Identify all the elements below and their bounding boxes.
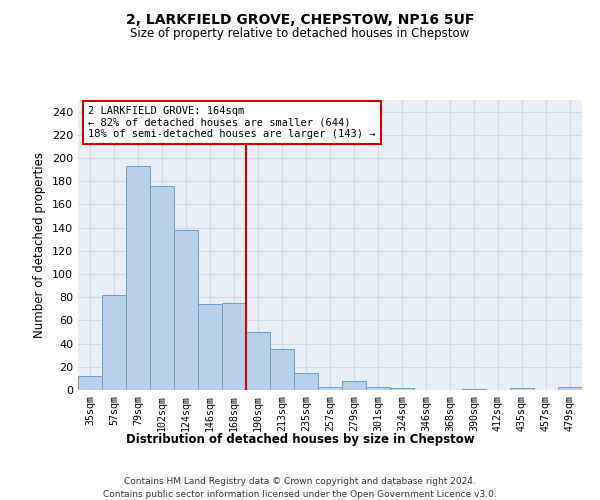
Bar bbox=[390, 388, 414, 390]
Y-axis label: Number of detached properties: Number of detached properties bbox=[34, 152, 46, 338]
Bar bbox=[174, 230, 198, 390]
Text: 2, LARKFIELD GROVE, CHEPSTOW, NP16 5UF: 2, LARKFIELD GROVE, CHEPSTOW, NP16 5UF bbox=[126, 12, 474, 26]
Text: Size of property relative to detached houses in Chepstow: Size of property relative to detached ho… bbox=[130, 28, 470, 40]
Text: Distribution of detached houses by size in Chepstow: Distribution of detached houses by size … bbox=[125, 432, 475, 446]
Bar bbox=[270, 350, 294, 390]
Bar bbox=[78, 376, 102, 390]
Bar bbox=[342, 380, 366, 390]
Bar bbox=[462, 389, 486, 390]
Bar bbox=[558, 386, 582, 390]
Bar bbox=[198, 304, 222, 390]
Bar bbox=[246, 332, 270, 390]
Text: 2 LARKFIELD GROVE: 164sqm
← 82% of detached houses are smaller (644)
18% of semi: 2 LARKFIELD GROVE: 164sqm ← 82% of detac… bbox=[88, 106, 376, 139]
Text: Contains HM Land Registry data © Crown copyright and database right 2024.: Contains HM Land Registry data © Crown c… bbox=[124, 478, 476, 486]
Bar bbox=[222, 303, 246, 390]
Bar bbox=[150, 186, 174, 390]
Text: Contains public sector information licensed under the Open Government Licence v3: Contains public sector information licen… bbox=[103, 490, 497, 499]
Bar bbox=[126, 166, 150, 390]
Bar bbox=[102, 295, 126, 390]
Bar bbox=[318, 386, 342, 390]
Bar bbox=[294, 372, 318, 390]
Bar bbox=[366, 386, 390, 390]
Bar bbox=[510, 388, 534, 390]
